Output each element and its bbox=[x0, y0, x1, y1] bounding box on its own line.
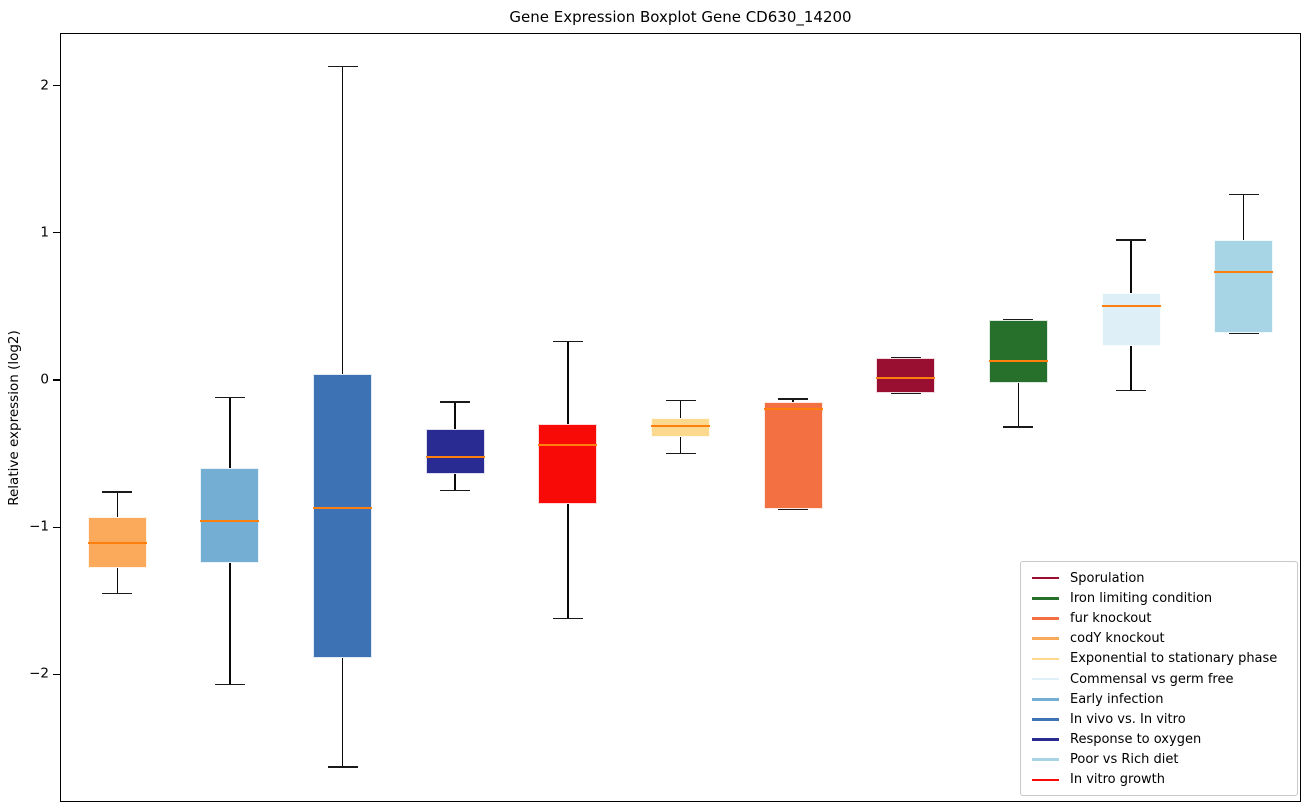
legend-item-response-to-oxygen: Response to oxygen bbox=[1032, 730, 1293, 750]
legend-item-in-vivo-vs-in-vitro: In vivo vs. In vitro bbox=[1032, 709, 1293, 729]
whisker-cap-bottom bbox=[102, 592, 133, 595]
legend-swatch bbox=[1032, 596, 1059, 600]
whisker-cap-bottom bbox=[1116, 389, 1147, 391]
whisker-cap-top bbox=[552, 340, 583, 343]
median-line-in-vivo-vs-in-vitro bbox=[313, 507, 373, 510]
legend-label: Response to oxygen bbox=[1070, 732, 1202, 748]
box-in-vivo-vs-in-vitro bbox=[313, 374, 373, 659]
y-tick-mark bbox=[53, 379, 60, 381]
whisker-cap-top bbox=[778, 398, 809, 400]
y-tick-label: 1 bbox=[40, 224, 49, 241]
whisker-cap-bottom bbox=[327, 766, 358, 768]
box-early-infection bbox=[200, 468, 260, 563]
box-in-vitro-growth bbox=[538, 424, 598, 504]
whisker-cap-top bbox=[102, 491, 133, 493]
legend-swatch bbox=[1032, 718, 1059, 721]
whisker-cap-top bbox=[665, 399, 696, 402]
legend-item-poor-vs-rich-diet: Poor vs Rich diet bbox=[1032, 750, 1293, 770]
median-line-exponential-to-stationary-phase bbox=[651, 424, 710, 427]
legend-label: In vivo vs. In vitro bbox=[1070, 711, 1186, 727]
median-line-commensal-vs-germ-free bbox=[1101, 305, 1161, 308]
legend-swatch bbox=[1032, 697, 1059, 701]
legend-item-in-vitro-growth: In vitro growth bbox=[1032, 770, 1293, 790]
legend-label: codY knockout bbox=[1070, 631, 1165, 647]
median-line-iron-limiting-condition bbox=[988, 359, 1048, 362]
box-iron-limiting-condition bbox=[988, 319, 1048, 383]
legend-swatch bbox=[1032, 758, 1059, 762]
whisker-cap-bottom bbox=[1228, 332, 1259, 334]
whisker-cap-top bbox=[1228, 193, 1259, 196]
box-fur-knockout bbox=[763, 402, 823, 510]
whisker-cap-bottom bbox=[214, 683, 245, 686]
legend-item-cody-knockout: codY knockout bbox=[1032, 629, 1293, 649]
whisker-cap-bottom bbox=[1003, 426, 1034, 428]
whisker-cap-top bbox=[327, 65, 358, 68]
y-tick-mark bbox=[53, 673, 60, 675]
box-poor-vs-rich-diet bbox=[1214, 240, 1274, 333]
whisker-cap-top bbox=[214, 396, 245, 399]
legend-label: Sporulation bbox=[1070, 570, 1145, 586]
y-tick-label: 0 bbox=[40, 371, 49, 388]
y-axis-label: Relative expression (log2) bbox=[6, 329, 23, 506]
whisker-cap-bottom bbox=[440, 489, 471, 492]
legend: Sporulation Iron limiting condition fur kn… bbox=[1020, 561, 1298, 797]
box-sporulation bbox=[876, 357, 936, 394]
legend-label: Poor vs Rich diet bbox=[1070, 752, 1179, 768]
median-line-cody-knockout bbox=[87, 542, 147, 545]
legend-item-exponential-to-stationary-phase: Exponential to stationary phase bbox=[1032, 649, 1293, 669]
legend-swatch bbox=[1032, 738, 1059, 741]
y-tick-label: −1 bbox=[29, 518, 49, 535]
y-tick-mark bbox=[53, 526, 60, 528]
whisker-cap-bottom bbox=[778, 508, 809, 511]
y-tick-mark bbox=[53, 232, 60, 234]
legend-item-iron-limiting-condition: Iron limiting condition bbox=[1032, 588, 1293, 608]
legend-item-fur-knockout: fur knockout bbox=[1032, 608, 1293, 628]
whisker-cap-top bbox=[440, 401, 471, 403]
legend-label: Exponential to stationary phase bbox=[1070, 651, 1278, 667]
whisker-cap-top bbox=[1116, 239, 1147, 241]
legend-label: Early infection bbox=[1070, 691, 1164, 707]
legend-item-commensal-vs-germ-free: Commensal vs germ free bbox=[1032, 669, 1293, 689]
y-tick-mark bbox=[53, 84, 60, 87]
box-response-to-oxygen bbox=[425, 428, 485, 475]
box-exponential-to-stationary-phase bbox=[651, 418, 710, 438]
median-line-response-to-oxygen bbox=[425, 455, 485, 458]
box-commensal-vs-germ-free bbox=[1101, 293, 1161, 347]
median-line-poor-vs-rich-diet bbox=[1214, 271, 1274, 274]
legend-swatch bbox=[1032, 657, 1059, 661]
legend-swatch bbox=[1032, 778, 1059, 782]
whisker-cap-bottom bbox=[665, 452, 696, 455]
legend-label: In vitro growth bbox=[1070, 772, 1165, 788]
legend-label: Iron limiting condition bbox=[1070, 590, 1213, 606]
whisker-cap-bottom bbox=[890, 392, 921, 394]
whisker-cap-bottom bbox=[552, 617, 583, 620]
legend-swatch bbox=[1032, 637, 1059, 640]
median-line-sporulation bbox=[876, 377, 936, 380]
y-axis-label-wrap: Relative expression (log2) bbox=[0, 33, 28, 802]
legend-item-early-infection: Early infection bbox=[1032, 689, 1293, 709]
legend-item-sporulation: Sporulation bbox=[1032, 568, 1293, 588]
legend-swatch bbox=[1032, 677, 1059, 681]
median-line-early-infection bbox=[200, 520, 260, 523]
y-tick-label: −2 bbox=[29, 666, 49, 683]
y-tick-label: 2 bbox=[40, 77, 49, 94]
median-line-fur-knockout bbox=[763, 408, 823, 411]
legend-swatch bbox=[1032, 617, 1059, 620]
legend-swatch bbox=[1032, 576, 1059, 580]
chart-title: Gene Expression Boxplot Gene CD630_14200 bbox=[509, 8, 852, 26]
legend-label: fur knockout bbox=[1070, 610, 1152, 626]
median-line-in-vitro-growth bbox=[538, 443, 598, 446]
legend-label: Commensal vs germ free bbox=[1070, 671, 1234, 687]
plot-area: 2 1 0 −1 −2 bbox=[29, 33, 1301, 802]
